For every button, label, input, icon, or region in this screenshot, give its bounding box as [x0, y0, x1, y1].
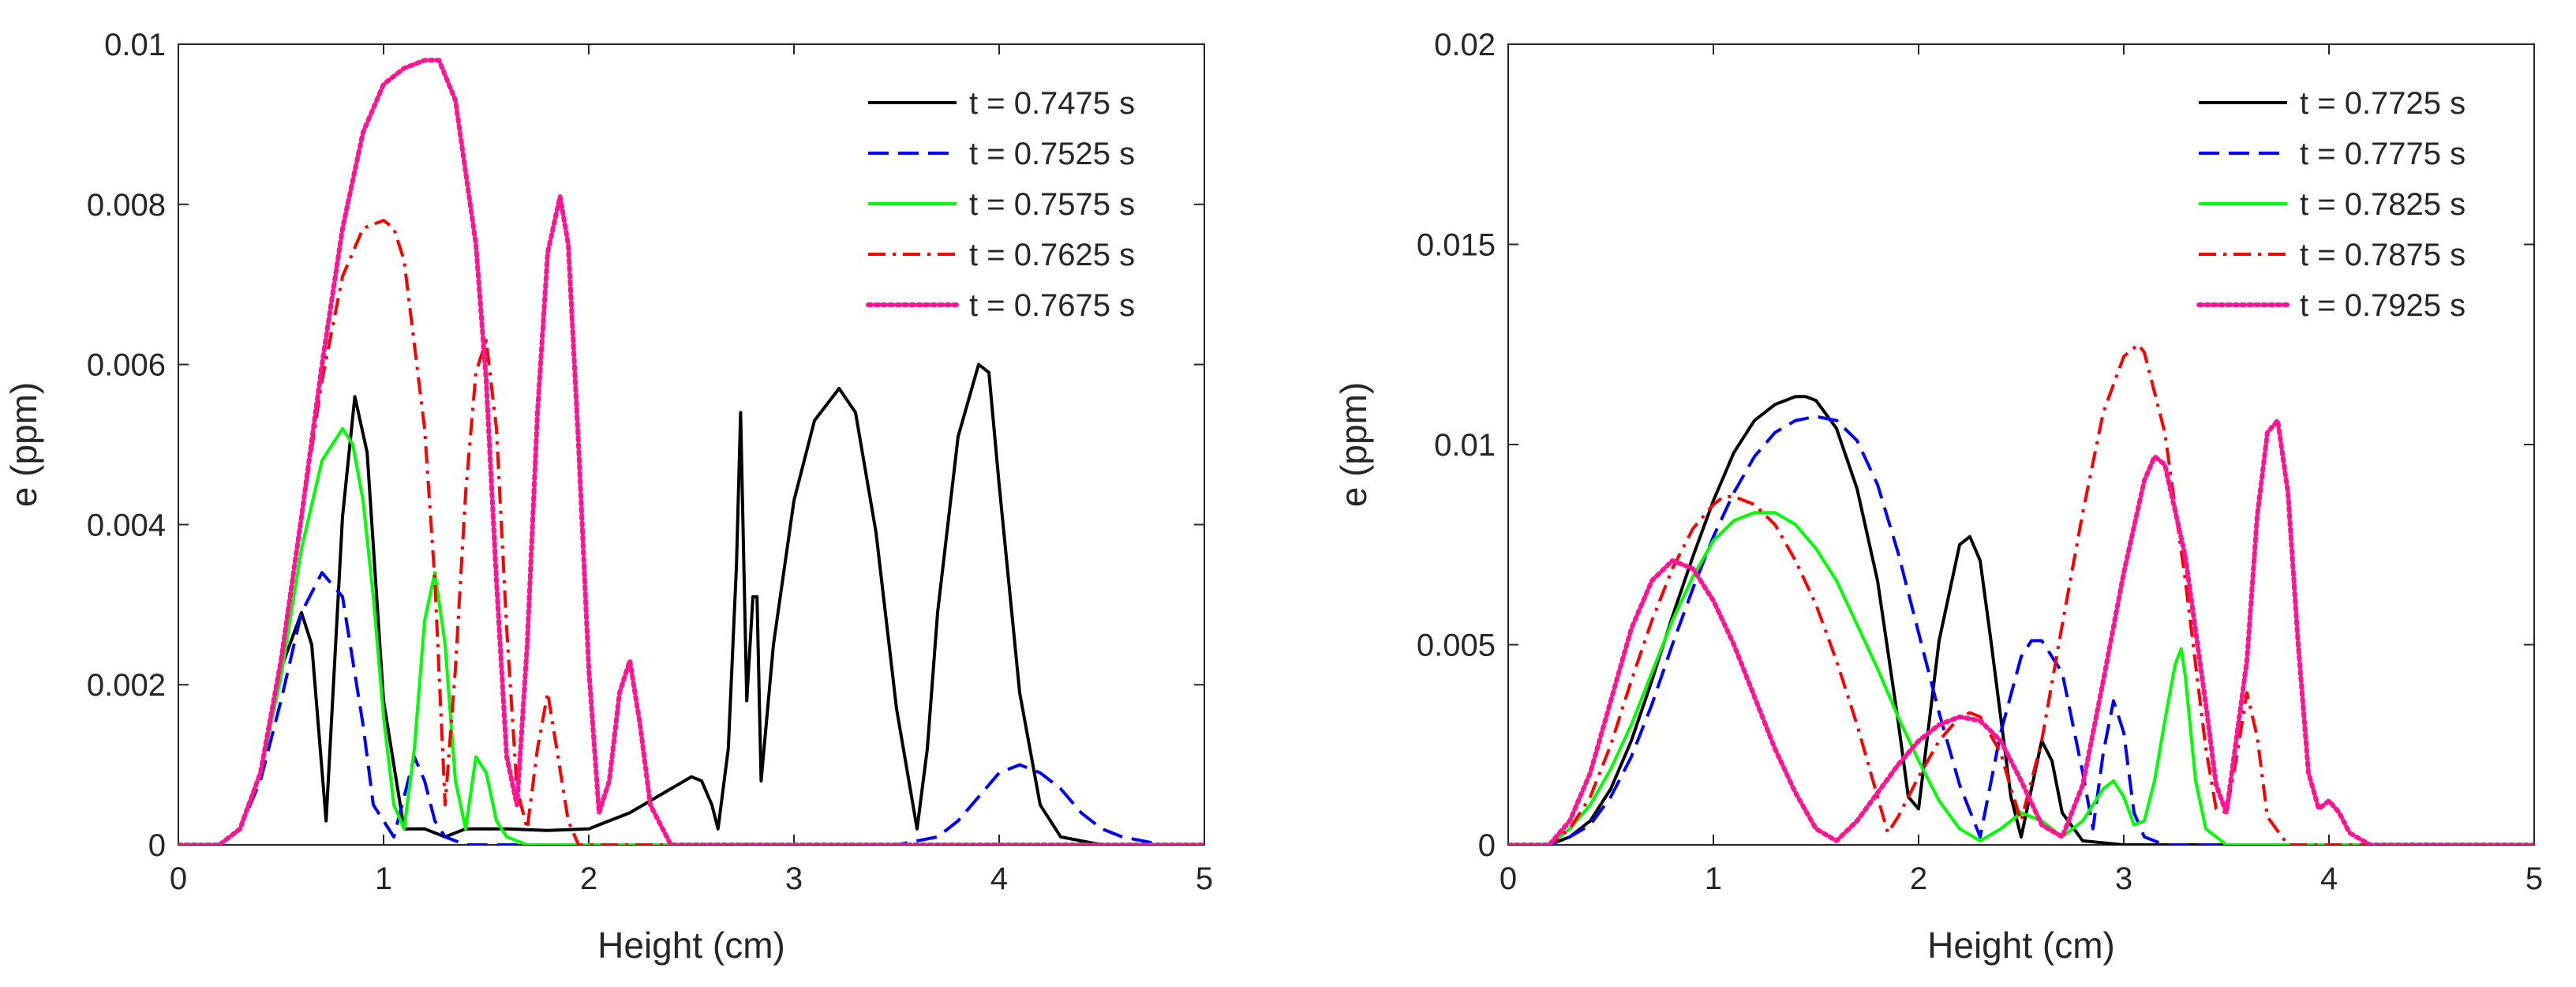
- right-x-tick-label: 3: [2115, 861, 2132, 896]
- right-series-line-2: [1508, 415, 2534, 845]
- left-x-tick-label: 3: [785, 861, 803, 896]
- right-legend-label-3: t = 0.7825 s: [2300, 187, 2466, 222]
- left-y-tick-label: 0.008: [87, 188, 166, 223]
- right-x-tick-label: 1: [1705, 861, 1722, 896]
- right-series-line-1: [1508, 395, 2534, 845]
- left-legend: t = 0.7475 s t = 0.7525 s t = 0.7575 s t = …: [866, 86, 1135, 323]
- left-legend-label-3: t = 0.7575 s: [969, 187, 1135, 222]
- right-chart-svg: 0 1 2 3 4 5 0 0.005 0.01 0.015 0.02 Height (cm) e (p…: [1333, 28, 2543, 966]
- right-x-tick-label: 5: [2525, 861, 2543, 896]
- left-x-axis-label: Height (cm): [597, 925, 785, 966]
- right-x-tick-label: 4: [2320, 861, 2338, 896]
- right-y-tick-label: 0.02: [1434, 28, 1496, 62]
- left-legend-label-5: t = 0.7675 s: [969, 288, 1135, 323]
- left-x-tick-label: 0: [170, 861, 187, 896]
- left-series-line-2: [178, 571, 1204, 845]
- left-y-tick-label: 0.004: [87, 508, 166, 542]
- left-series-line-3: [178, 426, 1204, 845]
- right-legend: t = 0.7725 s t = 0.7775 s t = 0.7825 s t = …: [2196, 86, 2466, 323]
- right-x-axis-label: Height (cm): [1927, 925, 2115, 966]
- left-y-tick-label: 0: [148, 828, 166, 863]
- right-series-line-4: [1508, 343, 2534, 845]
- left-y-tick-label: 0.002: [87, 668, 166, 703]
- right-series-line-5: [1508, 418, 2534, 845]
- left-x-tick-label: 4: [990, 861, 1008, 896]
- left-x-tick-label: 1: [375, 861, 392, 896]
- left-series-line-1: [178, 362, 1204, 845]
- left-chart-svg: 0 1 2 3 4 5 0 0.002 0.004 0.006 0.008 0.01 Height (c…: [3, 28, 1213, 966]
- left-legend-label-1: t = 0.7475 s: [969, 86, 1135, 121]
- left-y-tick-label: 0.01: [104, 28, 166, 62]
- right-y-tick-label: 0.005: [1417, 629, 1496, 663]
- right-legend-label-2: t = 0.7775 s: [2300, 137, 2466, 171]
- left-legend-label-2: t = 0.7525 s: [969, 137, 1135, 171]
- right-y-axis-label: e (ppm): [1333, 382, 1374, 507]
- chart-right-panel: 0 1 2 3 4 5 0 0.005 0.01 0.015 0.02 Height (cm) e (p…: [1288, 0, 2576, 983]
- right-x-tick-label: 2: [1910, 861, 1927, 896]
- right-y-tick-label: 0.01: [1434, 428, 1496, 463]
- left-x-tick-label: 2: [580, 861, 597, 896]
- right-y-tick-label: 0: [1478, 828, 1496, 863]
- left-series-line-5: [178, 58, 1204, 845]
- left-x-tick-label: 5: [1196, 861, 1213, 896]
- right-legend-label-4: t = 0.7875 s: [2300, 238, 2466, 272]
- right-legend-label-5: t = 0.7925 s: [2300, 288, 2466, 323]
- right-legend-label-1: t = 0.7725 s: [2300, 86, 2466, 121]
- right-x-tick-label: 0: [1500, 861, 1517, 896]
- chart-left-panel: 0 1 2 3 4 5 0 0.002 0.004 0.006 0.008 0.01 Height (c…: [0, 0, 1288, 983]
- right-series-line-3: [1508, 511, 2534, 845]
- right-y-tick-label: 0.015: [1417, 228, 1496, 263]
- left-y-axis-label: e (ppm): [3, 382, 44, 507]
- left-y-tick-label: 0.006: [87, 348, 166, 383]
- left-legend-label-4: t = 0.7625 s: [969, 238, 1135, 272]
